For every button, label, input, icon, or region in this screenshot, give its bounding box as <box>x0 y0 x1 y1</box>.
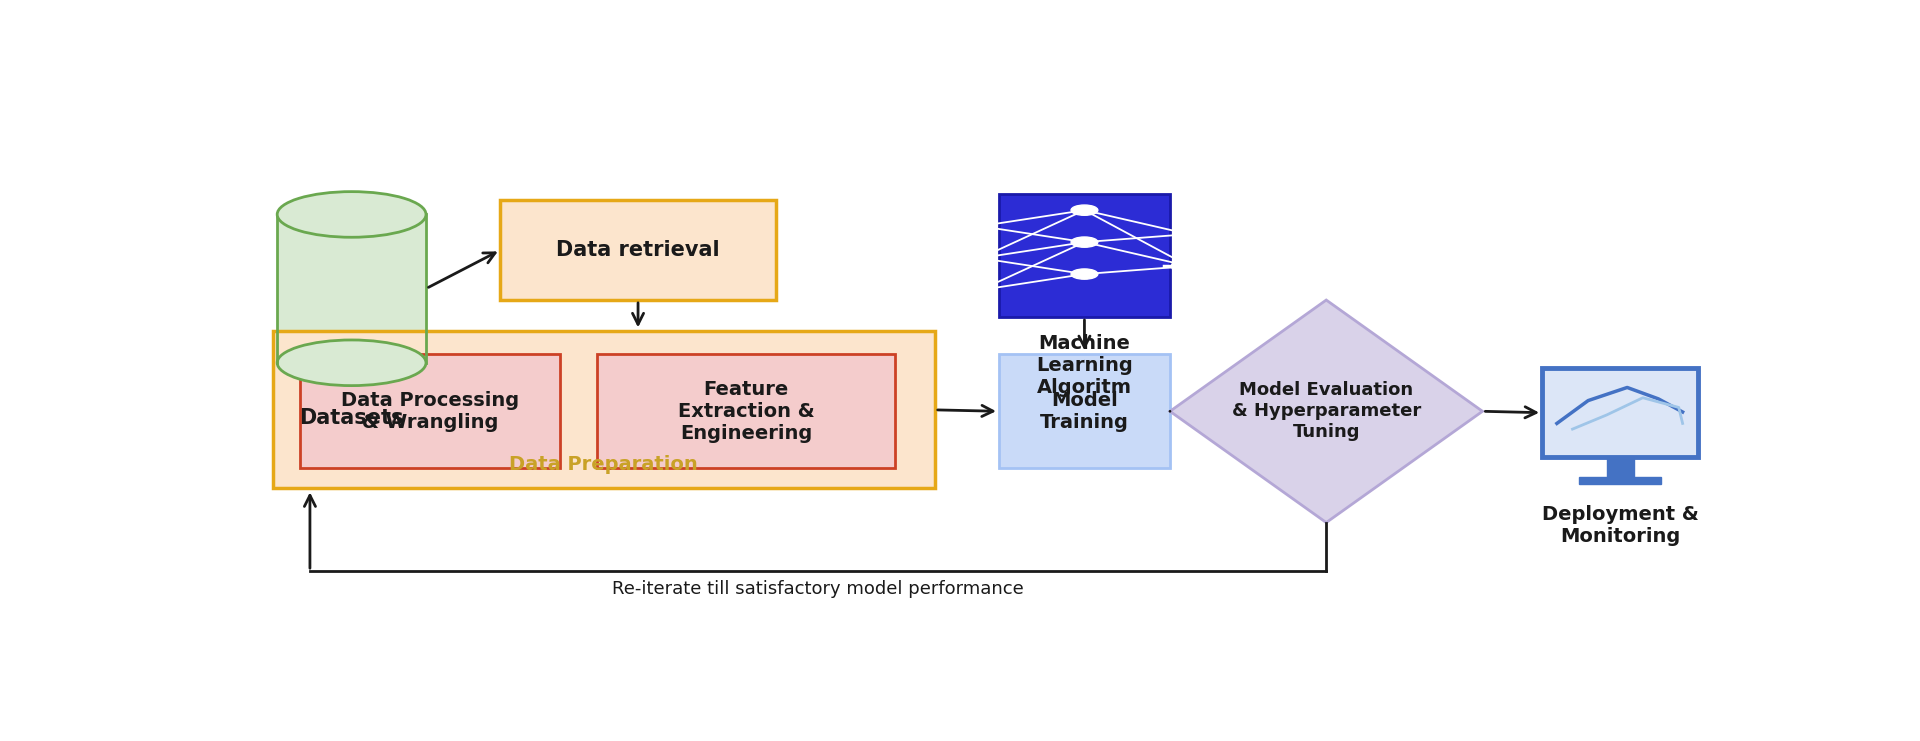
Text: Model Evaluation
& Hyperparameter
Tuning: Model Evaluation & Hyperparameter Tuning <box>1231 382 1421 441</box>
Text: Datasets: Datasets <box>300 408 403 428</box>
Circle shape <box>1071 237 1098 247</box>
FancyBboxPatch shape <box>597 354 895 468</box>
Bar <box>276 214 426 363</box>
Text: Data retrieval: Data retrieval <box>557 240 720 260</box>
Text: Machine
Learning
Algoritm: Machine Learning Algoritm <box>1037 334 1133 397</box>
FancyBboxPatch shape <box>1542 368 1697 457</box>
Text: Re-iterate till satisfactory model performance: Re-iterate till satisfactory model perfo… <box>612 579 1023 597</box>
Bar <box>1578 477 1661 485</box>
Circle shape <box>1175 261 1202 271</box>
Circle shape <box>1071 269 1098 279</box>
FancyBboxPatch shape <box>273 331 935 488</box>
Circle shape <box>968 253 995 263</box>
Ellipse shape <box>276 192 426 237</box>
FancyBboxPatch shape <box>501 200 776 300</box>
FancyBboxPatch shape <box>998 194 1169 317</box>
Text: Data Preparation: Data Preparation <box>509 455 699 474</box>
Circle shape <box>1071 205 1098 216</box>
FancyBboxPatch shape <box>998 354 1169 468</box>
Circle shape <box>1175 229 1202 239</box>
Circle shape <box>968 221 995 231</box>
Polygon shape <box>1169 300 1482 522</box>
Text: Feature
Extraction &
Engineering: Feature Extraction & Engineering <box>678 380 814 443</box>
Circle shape <box>968 285 995 295</box>
FancyBboxPatch shape <box>300 354 561 468</box>
Text: Deployment &
Monitoring: Deployment & Monitoring <box>1542 505 1699 546</box>
Text: Model
Training: Model Training <box>1041 391 1129 432</box>
Text: Data Processing
& Wrangling: Data Processing & Wrangling <box>340 391 518 432</box>
Ellipse shape <box>276 340 426 385</box>
Bar <box>1607 457 1634 481</box>
